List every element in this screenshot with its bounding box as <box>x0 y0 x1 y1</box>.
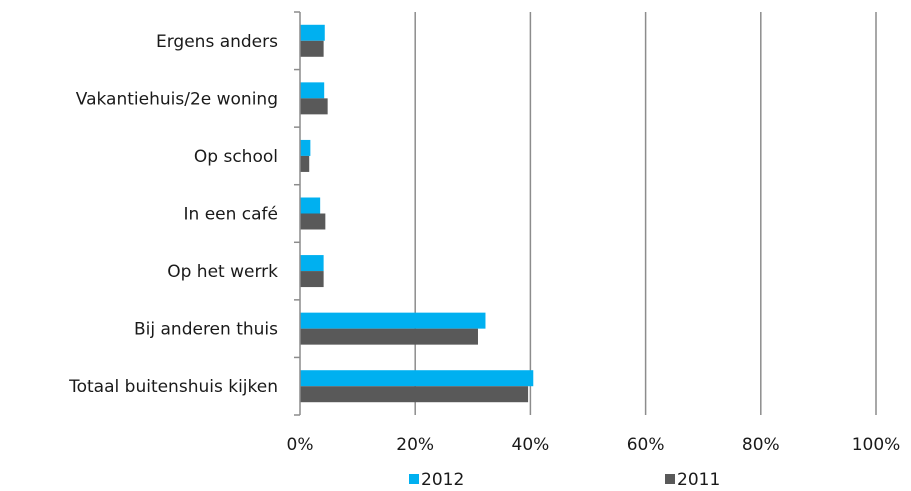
category-axis <box>294 11 301 416</box>
bar-2011-1 <box>300 98 328 115</box>
bar-2012-0 <box>300 24 325 41</box>
legend: 2012 2011 <box>409 470 720 490</box>
legend-label-2012: 2012 <box>421 470 464 490</box>
category-label-3: In een café <box>184 205 279 225</box>
bar-2012-1 <box>300 82 325 99</box>
x-tick-label-100: 100% <box>852 435 901 455</box>
x-tick-label-0: 0% <box>287 435 314 455</box>
category-labels: Ergens anders Vakantiehuis/2e woning Op sc… <box>68 32 278 397</box>
category-label-5: Bij anderen thuis <box>134 320 278 340</box>
legend-swatch-2011 <box>665 474 675 484</box>
bar-2012-4 <box>300 255 324 272</box>
bar-2011-3 <box>300 213 326 230</box>
bar-2011-6 <box>300 386 529 403</box>
bar-2012-6 <box>300 370 534 387</box>
category-label-2: Op school <box>194 147 278 167</box>
legend-label-2011: 2011 <box>677 470 720 490</box>
bar-2012-5 <box>300 312 486 329</box>
x-tick-label-60: 60% <box>627 435 665 455</box>
x-tick-labels: 0% 20% 40% 60% 80% 100% <box>287 435 901 455</box>
x-tick-label-20: 20% <box>396 435 434 455</box>
bar-2011-5 <box>300 328 478 345</box>
bar-2011-0 <box>300 40 324 57</box>
x-tick-label-80: 80% <box>742 435 780 455</box>
legend-swatch-2012 <box>409 474 419 484</box>
bars <box>300 24 534 403</box>
category-label-1: Vakantiehuis/2e woning <box>76 89 278 109</box>
x-tick-label-40: 40% <box>512 435 550 455</box>
category-label-0: Ergens anders <box>156 32 278 52</box>
bar-2011-2 <box>300 155 310 172</box>
category-label-6: Totaal buitenshuis kijken <box>68 377 278 397</box>
bar-2012-3 <box>300 197 321 214</box>
bar-2011-4 <box>300 271 324 288</box>
gridlines <box>414 12 877 415</box>
bar-2012-2 <box>300 139 311 156</box>
category-label-4: Op het werrk <box>167 262 278 282</box>
